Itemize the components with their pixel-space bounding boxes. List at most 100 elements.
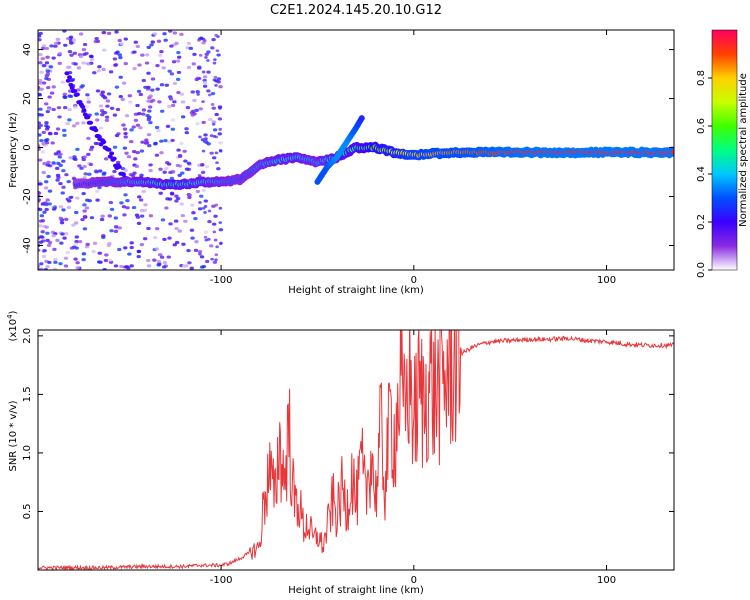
streak-point [109, 151, 115, 156]
noise-point [176, 148, 181, 152]
snr-axes: -100 0 100 0.5 1.0 1.5 2.0 [22, 328, 674, 586]
noise-point [159, 83, 165, 87]
noise-point [136, 249, 142, 254]
noise-point [100, 113, 105, 117]
noise-point [180, 171, 185, 175]
noise-point [129, 241, 134, 245]
ridge-point [671, 149, 674, 155]
noise-point [216, 167, 221, 171]
noise-point [210, 46, 215, 50]
colorbar: 0.0 0.2 0.4 0.6 0.8 Normalized spectral ampl… [696, 29, 749, 278]
noise-point [46, 174, 51, 179]
noise-point [170, 103, 176, 108]
noise-point [113, 225, 119, 229]
noise-point [150, 40, 155, 44]
snr-series-line [38, 330, 674, 570]
noise-point [72, 157, 77, 161]
noise-point [167, 104, 172, 109]
noise-point [218, 107, 222, 110]
noise-point [139, 149, 145, 153]
noise-point [109, 207, 115, 211]
noise-point [137, 195, 142, 199]
noise-point [64, 232, 69, 236]
noise-point [182, 149, 187, 153]
noise-point [131, 150, 137, 154]
noise-point [97, 186, 102, 190]
noise-point [44, 124, 49, 128]
noise-point [204, 52, 209, 57]
noise-point [39, 70, 44, 74]
noise-point [191, 109, 196, 113]
noise-point [120, 97, 125, 102]
noise-point [57, 61, 62, 65]
noise-point [75, 121, 80, 126]
noise-point [174, 240, 180, 245]
noise-point [185, 106, 191, 110]
noise-point [38, 240, 44, 244]
noise-point [69, 53, 74, 57]
noise-point [215, 161, 219, 165]
noise-point [212, 260, 218, 264]
noise-point [41, 130, 46, 135]
noise-point [40, 56, 46, 61]
noise-point [162, 237, 167, 242]
noise-point [58, 205, 64, 209]
noise-point [211, 222, 217, 226]
noise-point [195, 122, 200, 126]
noise-point [60, 191, 65, 195]
noise-point [51, 107, 56, 112]
noise-point [214, 83, 218, 87]
spectrogram-y-tick-label: 20 [22, 92, 33, 105]
noise-point [109, 229, 114, 233]
noise-point [38, 207, 43, 212]
noise-point [204, 56, 208, 59]
noise-point [212, 156, 217, 160]
noise-point [201, 149, 206, 153]
noise-point [123, 246, 128, 250]
noise-point [38, 133, 42, 137]
noise-point [205, 259, 210, 264]
noise-point [39, 138, 44, 143]
noise-point [174, 41, 179, 45]
noise-point [187, 193, 192, 197]
noise-point [211, 38, 216, 42]
noise-point [201, 120, 206, 125]
noise-point [86, 152, 91, 156]
noise-point [39, 235, 44, 239]
noise-point [38, 92, 42, 97]
noise-point [135, 103, 140, 108]
noise-point [195, 90, 200, 94]
noise-point [73, 257, 78, 261]
noise-point [47, 189, 53, 193]
snr-y-tick-label: 1.0 [22, 445, 33, 461]
noise-point [203, 133, 208, 137]
noise-point [112, 145, 118, 149]
noise-point [204, 137, 208, 140]
noise-point [131, 205, 137, 210]
noise-point [177, 229, 182, 233]
noise-point [74, 246, 79, 250]
noise-point [38, 248, 41, 252]
noise-point [46, 160, 51, 164]
noise-point [121, 205, 127, 209]
noise-point [148, 121, 153, 125]
noise-point [148, 94, 153, 98]
noise-point [106, 31, 112, 35]
noise-point [136, 89, 142, 93]
noise-point [195, 189, 201, 194]
noise-point [173, 219, 179, 223]
noise-point [62, 92, 68, 96]
noise-point [38, 158, 43, 162]
noise-point [207, 220, 212, 224]
noise-point [38, 31, 43, 36]
noise-point [121, 123, 126, 127]
noise-point [92, 241, 98, 245]
noise-point [42, 162, 47, 166]
noise-point [48, 65, 54, 69]
noise-point [210, 257, 214, 261]
noise-point [67, 118, 72, 122]
noise-point [59, 221, 65, 225]
noise-point [117, 38, 122, 43]
noise-point [108, 70, 114, 74]
noise-point [93, 141, 99, 146]
